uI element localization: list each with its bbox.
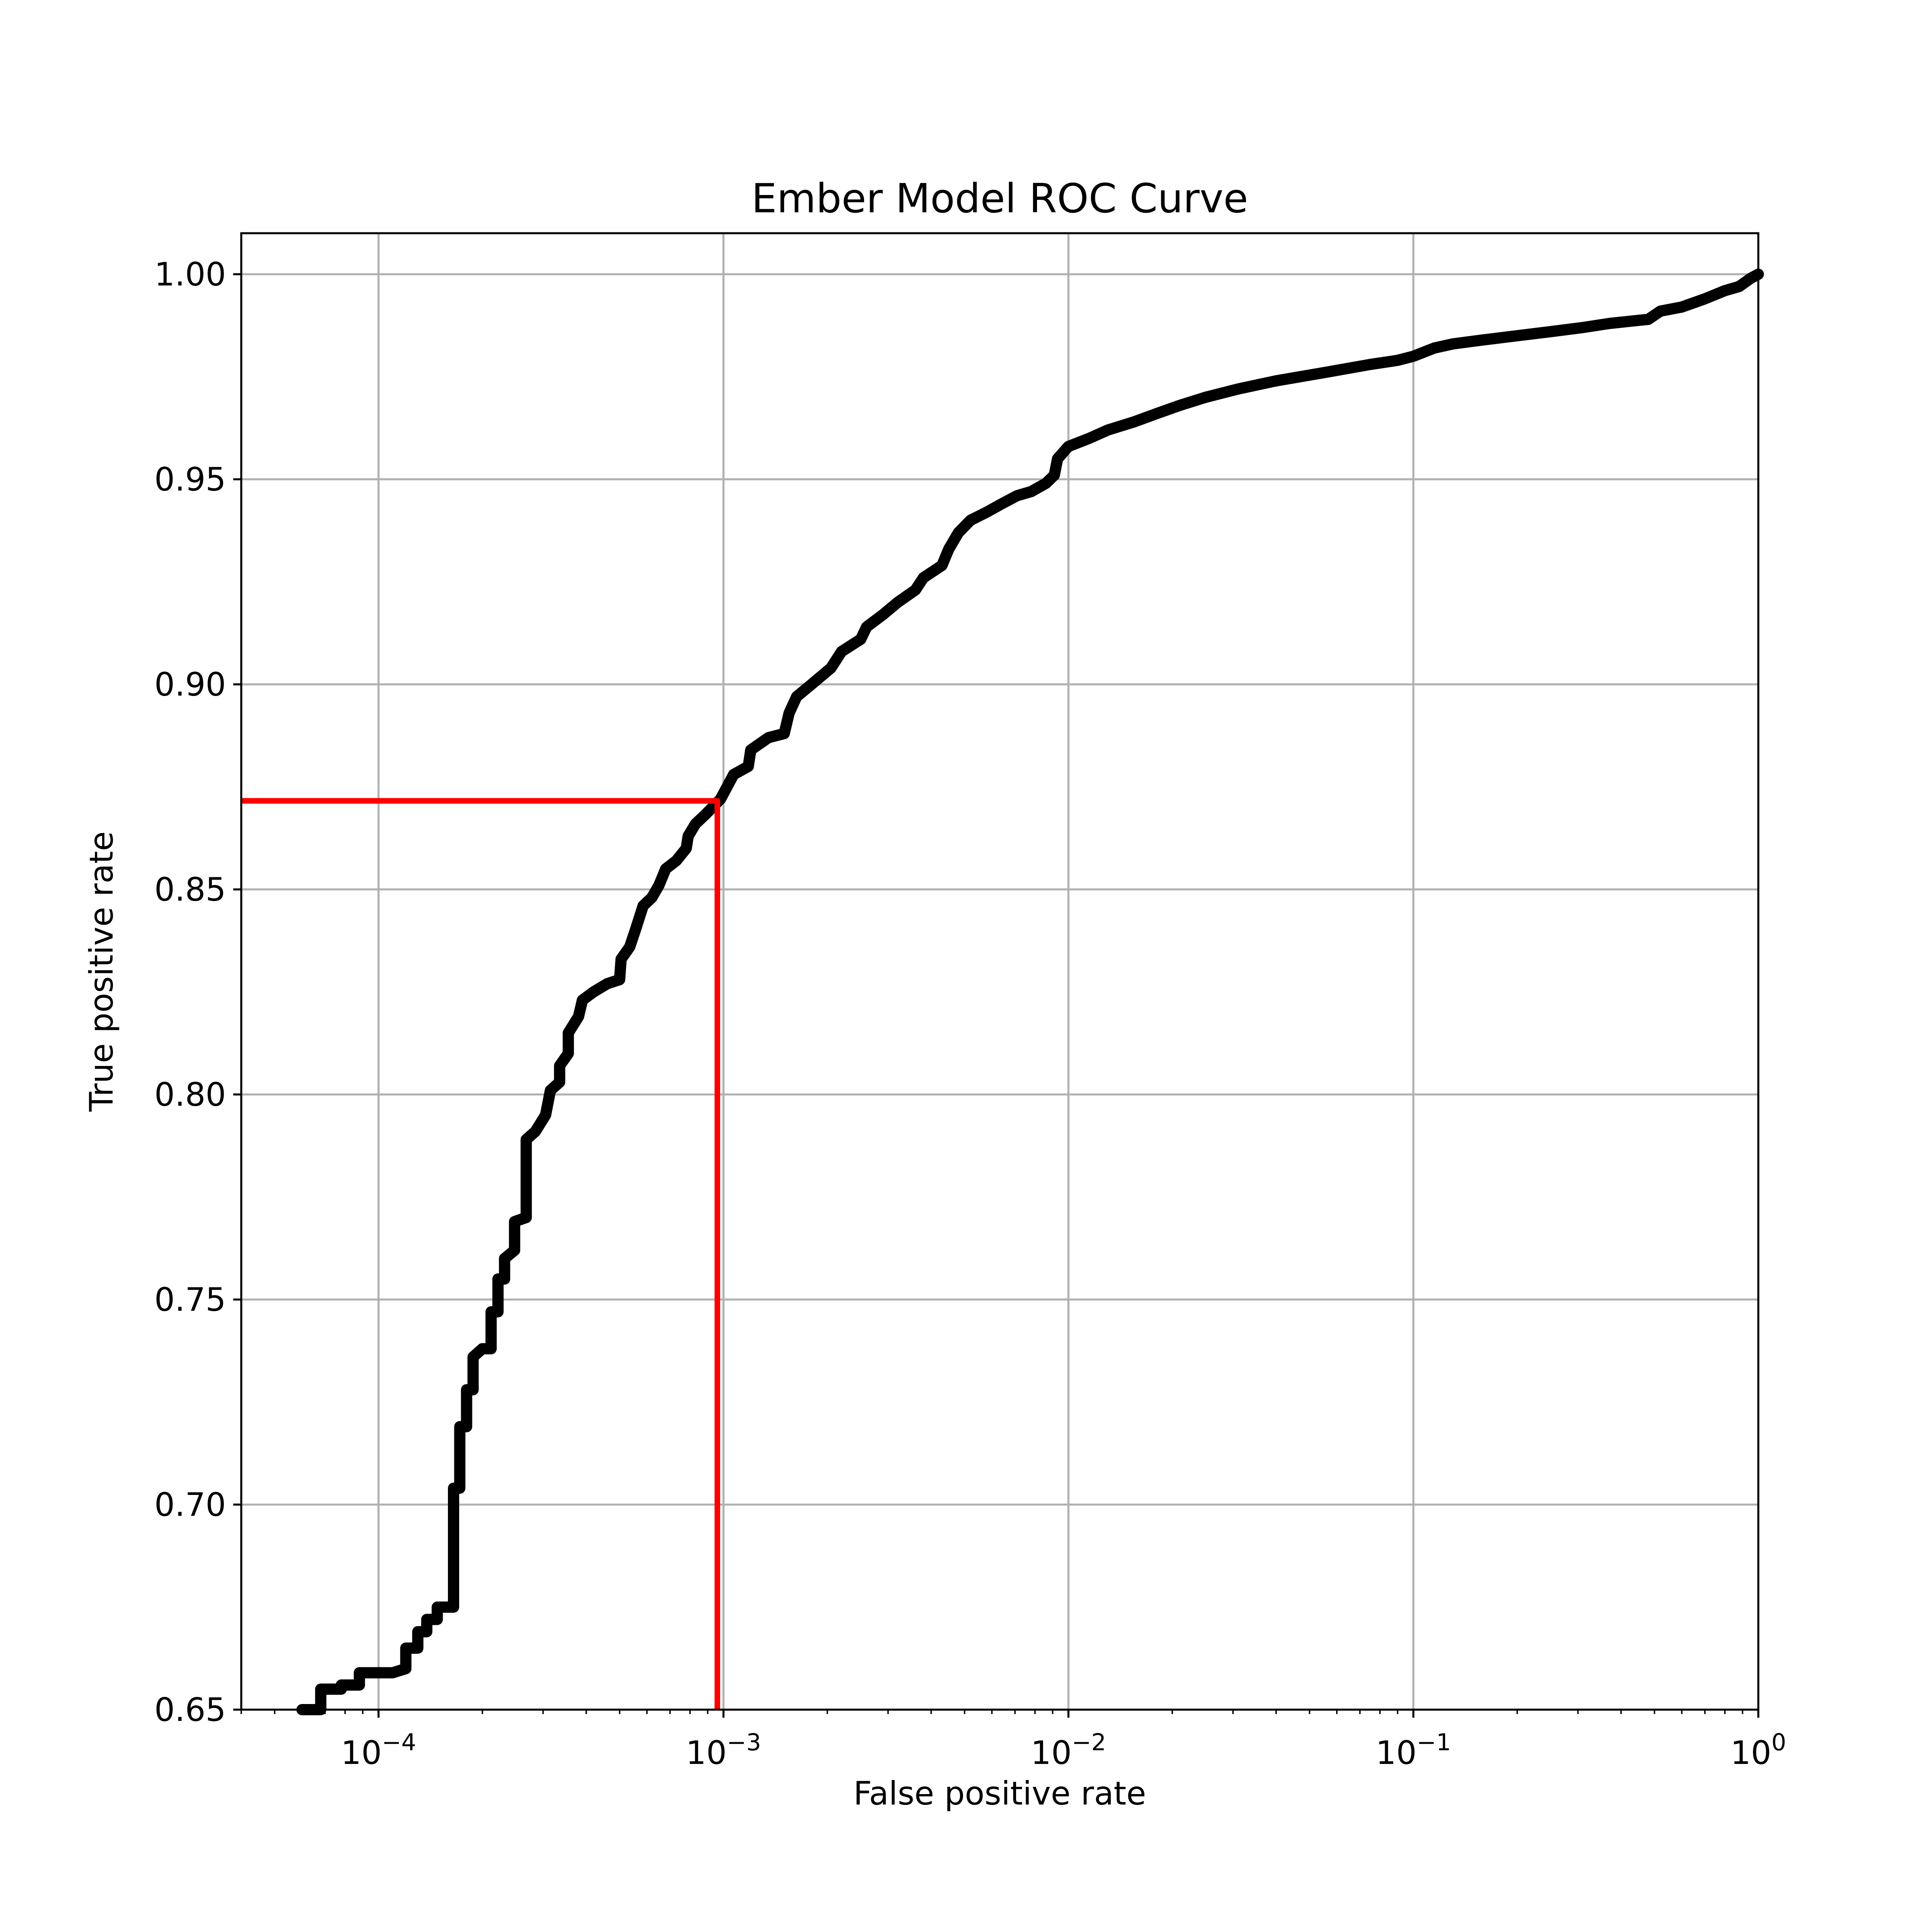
x-minor-ticks <box>240 1710 1743 1714</box>
y-tick-label: 0.80 <box>154 1076 226 1113</box>
y-tick-label: 1.00 <box>154 256 226 293</box>
x-tick-label: 10−2 <box>1031 1729 1106 1772</box>
y-tick-label: 0.90 <box>154 666 226 703</box>
x-tick-label: 10−1 <box>1376 1729 1451 1772</box>
x-tick-label: 100 <box>1731 1729 1786 1772</box>
y-tick-label: 0.85 <box>154 871 226 908</box>
x-tick-label: 10−4 <box>341 1729 416 1772</box>
y-tick-label: 0.75 <box>154 1281 226 1318</box>
y-tick-label: 0.70 <box>154 1486 226 1523</box>
y-tick-label: 0.95 <box>154 461 226 498</box>
x-axis-label: False positive rate <box>854 1775 1146 1812</box>
chart-title: Ember Model ROC Curve <box>751 175 1248 222</box>
axes-frame <box>240 232 1760 1711</box>
threshold-marker-line <box>241 798 721 1710</box>
y-tick-label: 0.65 <box>154 1691 226 1729</box>
x-tick-label: 10−3 <box>686 1729 761 1772</box>
axis-ticks: 0.65 0.70 0.75 0.80 0.85 0.90 0.95 1.00 10−4 10−3… <box>154 256 1786 1772</box>
plot-series <box>241 269 1764 1715</box>
roc-curve-line <box>296 269 1764 1715</box>
y-axis-label: True positive rate <box>83 831 120 1112</box>
